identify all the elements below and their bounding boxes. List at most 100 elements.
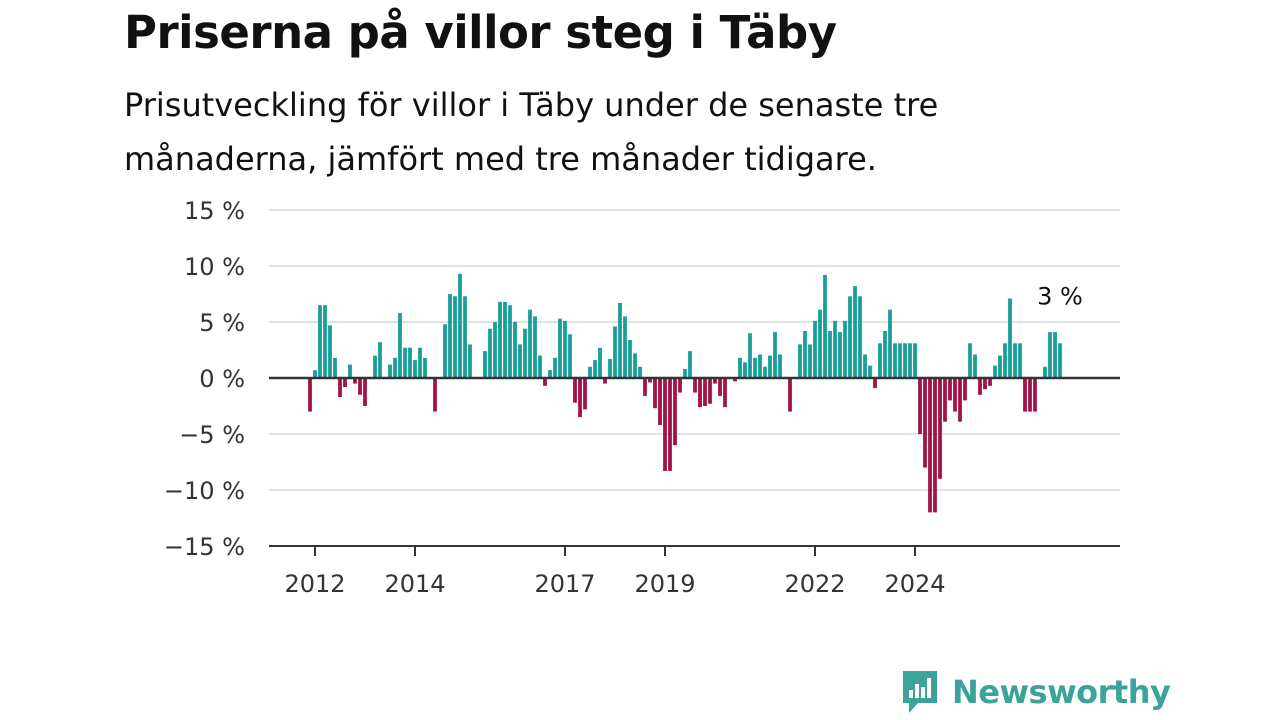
bar xyxy=(593,360,597,378)
bar xyxy=(448,294,452,378)
bar xyxy=(313,370,317,378)
bar xyxy=(308,378,312,412)
bar xyxy=(348,364,352,378)
bar xyxy=(663,378,667,471)
bar xyxy=(818,309,822,378)
bar xyxy=(988,378,992,386)
chart-title: Priserna på villor steg i Täby xyxy=(124,6,837,59)
bar xyxy=(513,322,517,378)
bar xyxy=(493,322,497,378)
bar xyxy=(618,302,622,378)
bar xyxy=(573,378,577,403)
bar xyxy=(503,301,507,378)
bar xyxy=(968,343,972,378)
bar xyxy=(823,274,827,378)
bar xyxy=(453,296,457,378)
bar xyxy=(913,343,917,378)
bar xyxy=(433,378,437,412)
x-tick-label: 2024 xyxy=(884,570,945,598)
x-axis-ticks: 2012 2014 2017 2019 2022 2024 xyxy=(284,546,946,598)
bar xyxy=(643,378,647,396)
bar xyxy=(688,351,692,378)
bar xyxy=(353,378,357,384)
bar xyxy=(953,378,957,412)
bar xyxy=(1053,332,1057,378)
bar xyxy=(998,355,1002,378)
bar xyxy=(718,378,722,396)
bar xyxy=(443,324,447,378)
bar xyxy=(768,355,772,378)
bar xyxy=(403,347,407,378)
bar xyxy=(723,378,727,408)
newsworthy-chart-bubble-icon xyxy=(903,671,937,713)
bar xyxy=(798,344,802,378)
bar xyxy=(498,301,502,378)
bar xyxy=(528,309,532,378)
bar xyxy=(878,343,882,378)
bar xyxy=(518,344,522,378)
bar xyxy=(1058,343,1062,378)
bar xyxy=(318,305,322,378)
bar xyxy=(543,378,547,386)
bar xyxy=(343,378,347,387)
bar xyxy=(558,318,562,378)
bar xyxy=(508,305,512,378)
bar xyxy=(633,353,637,378)
bar xyxy=(423,357,427,378)
bar xyxy=(933,378,937,513)
x-tick-label: 2012 xyxy=(284,570,345,598)
bar xyxy=(763,366,767,378)
bar xyxy=(603,378,607,384)
gridlines xyxy=(269,209,1120,491)
bar xyxy=(413,360,417,378)
y-tick-label: −5 % xyxy=(179,421,245,449)
brand-name: Newsworthy xyxy=(952,673,1171,711)
bar xyxy=(743,362,747,378)
bar xyxy=(418,347,422,378)
bar xyxy=(908,343,912,378)
bar xyxy=(873,378,877,389)
y-tick-label: 10 % xyxy=(184,253,245,281)
bar xyxy=(863,354,867,378)
bar xyxy=(523,328,527,378)
bar xyxy=(838,332,842,378)
bar xyxy=(923,378,927,468)
bar xyxy=(918,378,922,434)
bar xyxy=(758,354,762,378)
bar xyxy=(903,343,907,378)
bar xyxy=(1048,332,1052,378)
bar xyxy=(788,378,792,412)
bar xyxy=(943,378,947,422)
bar xyxy=(538,355,542,378)
bar xyxy=(468,344,472,378)
x-tick-label: 2022 xyxy=(784,570,845,598)
bar xyxy=(488,328,492,378)
bar xyxy=(323,305,327,378)
bar xyxy=(868,365,872,378)
bar xyxy=(598,347,602,378)
bar xyxy=(358,378,362,395)
bar xyxy=(733,378,737,382)
bar xyxy=(1023,378,1027,412)
bar xyxy=(398,313,402,378)
bar xyxy=(843,320,847,378)
bar xyxy=(673,378,677,446)
bar xyxy=(858,296,862,378)
bar xyxy=(938,378,942,479)
bar xyxy=(333,357,337,378)
bar xyxy=(753,357,757,378)
bar xyxy=(983,378,987,390)
y-tick-label: −10 % xyxy=(164,477,245,505)
x-tick-label: 2019 xyxy=(634,570,695,598)
bar xyxy=(373,355,377,378)
bar xyxy=(853,286,857,378)
bar xyxy=(458,273,462,378)
bar xyxy=(568,334,572,378)
bar xyxy=(773,332,777,378)
bar xyxy=(813,320,817,378)
y-tick-label: 0 % xyxy=(199,365,245,393)
bar xyxy=(338,378,342,398)
bar xyxy=(973,354,977,378)
bar xyxy=(628,339,632,378)
